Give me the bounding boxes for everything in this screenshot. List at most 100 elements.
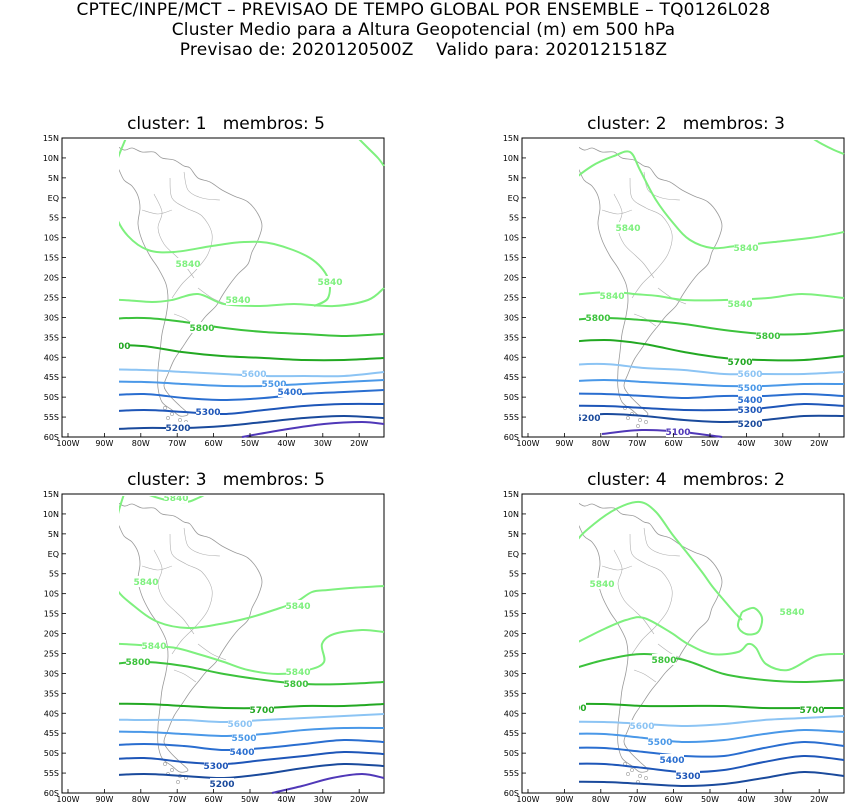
contour-label-background — [780, 606, 804, 617]
contour-label: 5400 — [737, 396, 762, 406]
lon-tick-label: 100W — [56, 795, 79, 803]
map-panel-cluster-3: cluster: 3 membros: 5 5840 5840 5840 5840 58… — [5, 470, 385, 803]
panel-title: cluster: 1 membros: 5 — [127, 114, 325, 134]
contour-label: 5800 — [125, 658, 150, 668]
lat-tick-label: 5N — [48, 530, 59, 539]
contour-label: 5600 — [227, 720, 252, 730]
lat-tick-label: 55S — [504, 413, 519, 422]
contour-label-background — [228, 718, 252, 729]
lat-tick-label: 15S — [44, 610, 59, 619]
contour-label-background — [590, 578, 614, 589]
contour-label: 5840 — [141, 642, 166, 652]
contour-label-background — [230, 746, 254, 757]
map-content: 5840 5840 5800 5700 5700 5600 5500 5400 5300 — [579, 500, 845, 788]
contour-label-background — [164, 496, 188, 503]
country-border — [169, 533, 213, 655]
panel-title: cluster: 2 membros: 3 — [587, 114, 785, 134]
contour-label-background — [660, 754, 684, 765]
lon-tick-label: 50W — [701, 795, 719, 803]
contour-line-5400 — [119, 389, 385, 402]
island-outline — [638, 418, 642, 422]
contour-label: 5300 — [675, 772, 700, 782]
lat-tick-label: 35S — [44, 333, 59, 342]
lat-tick-label: 5S — [49, 570, 59, 579]
contour-label-background — [166, 422, 190, 433]
country-border — [183, 527, 221, 557]
south-america-coastline — [119, 146, 263, 417]
lat-tick-label: 5S — [509, 214, 519, 223]
lon-tick-label: 20W — [350, 795, 368, 803]
map-content: 5840 5840 5840 5840 5800 5800 5700 5600 5500 5400… — [579, 140, 845, 438]
country-border — [197, 643, 227, 661]
island-outline — [178, 418, 182, 422]
contour-label: 5840 — [163, 494, 188, 504]
contour-label: 5800 — [585, 314, 610, 324]
contour-line-5400 — [119, 738, 385, 752]
island-outline — [644, 776, 648, 780]
lon-tick-label: 60W — [665, 795, 683, 803]
contour-line-5100 — [601, 428, 723, 438]
contour-label: 5100 — [665, 428, 690, 438]
lon-tick-label: 100W — [56, 439, 79, 448]
lat-tick-label: 5S — [49, 214, 59, 223]
lat-tick-label: 15N — [43, 134, 59, 143]
contour-label-background — [616, 222, 640, 233]
contour-label: 5700 — [799, 706, 824, 716]
contour-label: 5840 — [779, 608, 804, 618]
lat-tick-label: 20S — [44, 274, 59, 283]
lon-tick-label: 60W — [205, 795, 223, 803]
contour-label: 5800 — [651, 656, 676, 666]
country-border — [633, 313, 657, 327]
south-america-coastline — [579, 146, 723, 417]
contour-label: 5500 — [231, 734, 256, 744]
island-outline — [626, 772, 630, 776]
south-america-coastline — [579, 502, 723, 773]
panel-title: cluster: 3 membros: 5 — [127, 470, 325, 490]
lon-tick-label: 50W — [241, 439, 259, 448]
lon-tick-label: 100W — [516, 795, 539, 803]
figure-title-line-1: CPTEC/INPE/MCT – PREVISAO DE TEMPO GLOBA… — [76, 0, 771, 20]
lon-tick-label: 40W — [737, 795, 755, 803]
lat-tick-label: 40S — [44, 709, 59, 718]
contour-label-background — [242, 368, 266, 379]
contour-line-5500 — [579, 728, 845, 744]
contour-label-background — [630, 720, 654, 731]
contour-label: 5700 — [249, 706, 274, 716]
lat-tick-label: 5S — [509, 570, 519, 579]
lat-tick-label: 10S — [504, 590, 519, 599]
lat-tick-label: 15N — [43, 490, 59, 499]
island-outline — [170, 768, 174, 772]
contour-line-5200 — [119, 414, 385, 430]
lat-tick-label: 30S — [44, 313, 59, 322]
lat-tick-label: 25S — [504, 649, 519, 658]
contour-line-5100 — [271, 772, 385, 794]
contour-line-5840 — [813, 140, 845, 155]
lat-tick-label: 25S — [44, 293, 59, 302]
contour-label: 5700 — [727, 358, 752, 368]
contour-label: 5840 — [727, 300, 752, 310]
contour-label: 5840 — [599, 292, 624, 302]
contour-line-5800 — [579, 316, 845, 336]
lat-tick-label: 10N — [43, 510, 59, 519]
lon-tick-label: 90W — [95, 795, 113, 803]
lat-tick-label: 30S — [504, 313, 519, 322]
lat-tick-label: 25S — [44, 649, 59, 658]
lat-tick-label: 20S — [504, 274, 519, 283]
contour-label: 5840 — [133, 578, 158, 588]
contour-label-background — [586, 312, 610, 323]
contour-line-5500 — [119, 379, 385, 388]
contour-label-background — [204, 760, 228, 771]
lat-tick-label: 30S — [44, 669, 59, 678]
country-border — [153, 549, 195, 635]
contour-line-5840 — [736, 606, 764, 636]
lon-tick-label: 80W — [132, 795, 150, 803]
contour-label-background — [734, 242, 758, 253]
contour-label-background — [196, 406, 220, 417]
lon-tick-label: 30W — [774, 795, 792, 803]
panel-title: cluster: 4 membros: 2 — [587, 470, 785, 490]
lat-tick-label: 45S — [504, 373, 519, 382]
contour-label-background — [738, 382, 762, 393]
contour-label: 5840 — [285, 668, 310, 678]
contour-label: 5800 — [283, 680, 308, 690]
contour-line-5700 — [119, 702, 385, 710]
